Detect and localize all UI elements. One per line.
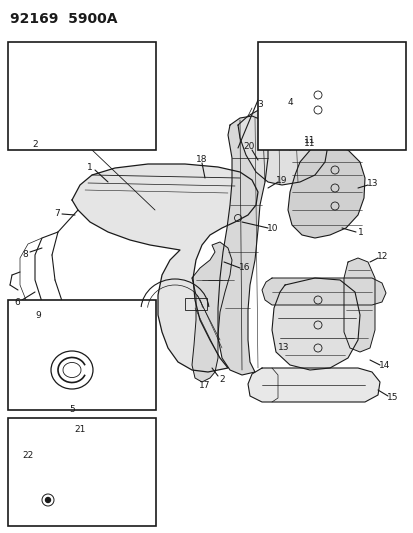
Text: 3: 3 [256,100,262,109]
Text: 18: 18 [196,155,207,164]
Bar [8,300,156,410]
Polygon shape [218,116,267,375]
Text: 16: 16 [239,262,250,271]
Text: 7: 7 [54,208,60,217]
Text: 12: 12 [376,252,388,261]
Polygon shape [273,75,364,95]
Circle shape [45,497,50,503]
Polygon shape [192,242,231,382]
Text: 13: 13 [278,343,289,352]
Polygon shape [287,145,364,238]
Polygon shape [247,368,379,402]
Text: 15: 15 [386,392,398,401]
Polygon shape [359,95,391,130]
Text: 2: 2 [218,375,224,384]
Text: 14: 14 [378,361,390,370]
Bar [8,418,156,526]
Text: 1: 1 [357,228,363,237]
Text: 4: 4 [287,98,292,107]
Polygon shape [108,432,154,512]
Text: 5: 5 [69,406,75,415]
Text: 19: 19 [275,175,287,184]
Text: 92169  5900A: 92169 5900A [10,12,117,26]
Polygon shape [95,60,147,75]
Polygon shape [354,58,384,75]
Polygon shape [261,278,385,305]
Polygon shape [237,104,327,185]
Bar [8,42,156,150]
Text: 2: 2 [32,140,38,149]
Text: 8: 8 [22,249,28,259]
Polygon shape [271,278,359,370]
Text: 11: 11 [304,135,315,144]
Text: 20: 20 [243,141,254,150]
Bar [257,42,405,150]
Polygon shape [22,340,125,400]
Polygon shape [72,164,257,372]
Text: 13: 13 [366,179,378,188]
Polygon shape [78,75,154,118]
Polygon shape [25,68,95,118]
Text: 9: 9 [35,311,41,319]
Text: 22: 22 [22,450,33,459]
Polygon shape [261,95,367,130]
Text: 17: 17 [199,381,210,390]
Polygon shape [343,258,374,352]
Text: 21: 21 [74,425,85,434]
Polygon shape [18,118,154,132]
Text: 11: 11 [304,139,315,148]
Text: 1: 1 [87,163,93,172]
Text: 10: 10 [267,223,278,232]
Text: 6: 6 [14,297,20,306]
Bar [185,298,206,310]
